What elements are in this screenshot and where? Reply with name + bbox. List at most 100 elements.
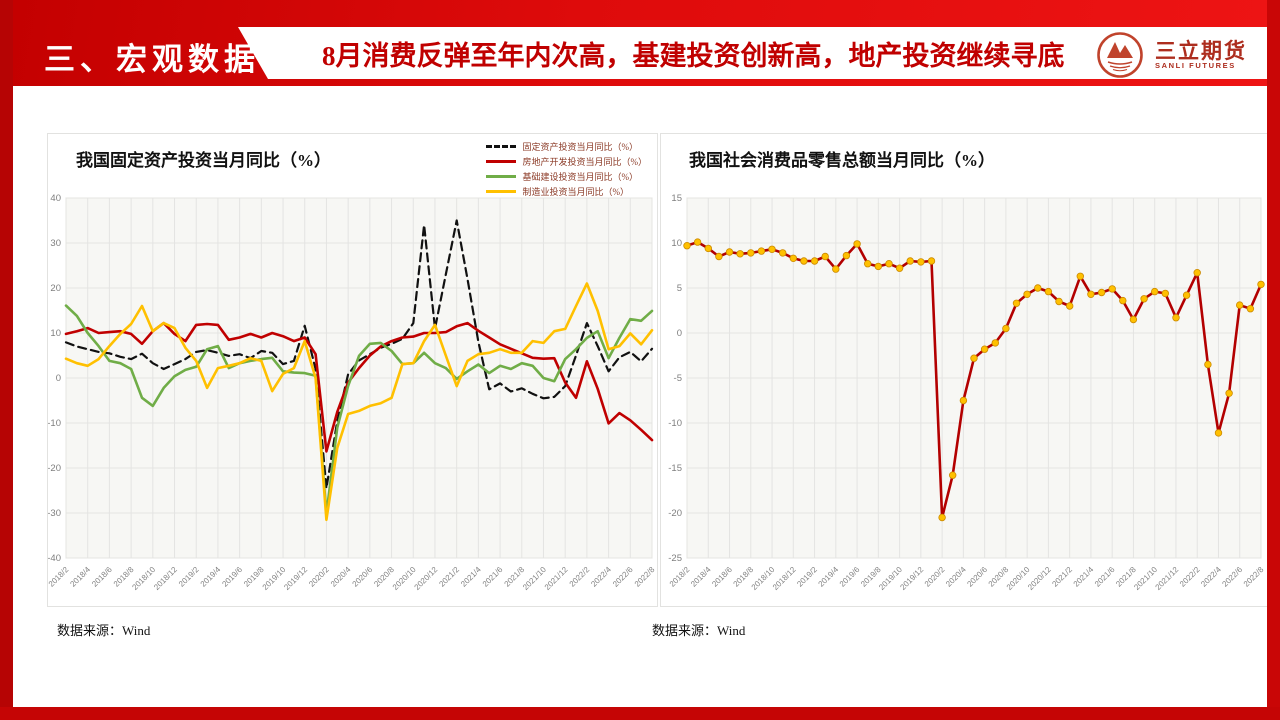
svg-text:2022/2: 2022/2 bbox=[1178, 565, 1202, 589]
svg-text:-10: -10 bbox=[668, 418, 682, 429]
slide-border-left bbox=[0, 0, 13, 720]
svg-text:2022/4: 2022/4 bbox=[1199, 565, 1223, 589]
svg-text:-25: -25 bbox=[668, 553, 682, 564]
x-axis-labels: 2018/22018/42018/62018/82018/102018/1220… bbox=[48, 565, 657, 592]
series-line-3 bbox=[64, 282, 654, 522]
series-markers bbox=[683, 238, 1265, 522]
retail-sales-chart-card: 我国社会消费品零售总额当月同比（%） 15 10 5 0 -5 -10 -15 -20 -25 2… bbox=[660, 133, 1268, 607]
legend-label: 制造业投资当月同比（%） bbox=[522, 186, 630, 197]
svg-text:2020/6: 2020/6 bbox=[351, 565, 375, 589]
retail-sales-chart: 151050-5-10-15-20-252018/22018/42018/620… bbox=[668, 193, 1266, 592]
svg-text:2019/4: 2019/4 bbox=[817, 565, 841, 589]
y-axis-labels: 40 30 20 10 0 -10 -20 -30 -40 bbox=[48, 193, 61, 564]
svg-text:2022/8: 2022/8 bbox=[633, 565, 657, 589]
chart-title-left: 我国固定资产投资当月同比（%） bbox=[76, 151, 331, 170]
svg-text:2018/2: 2018/2 bbox=[668, 565, 692, 589]
svg-text:-20: -20 bbox=[668, 508, 682, 519]
svg-text:2018/4: 2018/4 bbox=[68, 565, 92, 589]
svg-text:0: 0 bbox=[677, 328, 682, 339]
svg-text:10: 10 bbox=[50, 328, 61, 339]
svg-text:2021/6: 2021/6 bbox=[481, 565, 505, 589]
svg-text:2020/2: 2020/2 bbox=[307, 565, 331, 589]
svg-text:2020/6: 2020/6 bbox=[965, 565, 989, 589]
svg-text:30: 30 bbox=[50, 238, 61, 249]
svg-text:2018/6: 2018/6 bbox=[90, 565, 114, 589]
series-line-0 bbox=[64, 219, 654, 490]
svg-text:2019/2: 2019/2 bbox=[795, 565, 819, 589]
svg-text:-10: -10 bbox=[48, 418, 61, 429]
svg-text:2020/4: 2020/4 bbox=[944, 565, 968, 589]
gridlines bbox=[686, 197, 1262, 559]
svg-text:2019/12: 2019/12 bbox=[898, 565, 925, 592]
svg-text:-30: -30 bbox=[48, 508, 61, 519]
slide-border-right bbox=[1267, 0, 1280, 720]
svg-text:-5: -5 bbox=[674, 373, 682, 384]
svg-text:2021/2: 2021/2 bbox=[1050, 565, 1074, 589]
headline: 8月消费反弹至年内次高，基建投资创新高，地产投资继续寻底 bbox=[322, 40, 1065, 71]
logo-name: 三立期货 bbox=[1155, 39, 1247, 64]
svg-text:2018/12: 2018/12 bbox=[771, 565, 798, 592]
svg-text:2021/4: 2021/4 bbox=[1072, 565, 1096, 589]
svg-text:-20: -20 bbox=[48, 463, 61, 474]
svg-text:2022/6: 2022/6 bbox=[611, 565, 635, 589]
x-axis-labels: 2018/22018/42018/62018/82018/102018/1220… bbox=[668, 565, 1266, 592]
legend-label: 固定资产投资当月同比（%） bbox=[522, 141, 639, 152]
svg-text:40: 40 bbox=[50, 193, 61, 204]
top-banner: 三、宏观数据 8月消费反弹至年内次高，基建投资创新高，地产投资继续寻底 三立期货… bbox=[0, 0, 1280, 86]
svg-text:2022/4: 2022/4 bbox=[589, 565, 613, 589]
dashed-line-swatch bbox=[485, 144, 516, 148]
legend-item: 固定资产投资当月同比（%） bbox=[485, 139, 648, 153]
y-axis-labels: 15 10 5 0 -5 -10 -15 -20 -25 bbox=[668, 193, 682, 564]
title-band: 8月消费反弹至年内次高，基建投资创新高，地产投资继续寻底 三立期货 SANLI … bbox=[238, 27, 1267, 79]
logo-name-en: SANLI FUTURES bbox=[1155, 61, 1236, 71]
svg-text:2021/4: 2021/4 bbox=[459, 565, 483, 589]
svg-text:0: 0 bbox=[56, 373, 61, 384]
chart-title-right: 我国社会消费品零售总额当月同比（%） bbox=[689, 151, 995, 170]
svg-text:10: 10 bbox=[671, 238, 682, 249]
legend-item: 制造业投资当月同比（%） bbox=[485, 184, 648, 198]
svg-text:5: 5 bbox=[677, 283, 682, 294]
svg-text:-15: -15 bbox=[668, 463, 682, 474]
svg-text:2020/2: 2020/2 bbox=[923, 565, 947, 589]
yellow-line-swatch bbox=[485, 189, 516, 193]
svg-text:2019/6: 2019/6 bbox=[838, 565, 862, 589]
fixed-asset-investment-chart: 403020100-10-20-30-402018/22018/42018/62… bbox=[48, 193, 657, 592]
legend-item: 基础建设投资当月同比（%） bbox=[485, 169, 648, 183]
svg-text:2022/2: 2022/2 bbox=[568, 565, 592, 589]
svg-text:2018/6: 2018/6 bbox=[710, 565, 734, 589]
legend-label: 基础建设投资当月同比（%） bbox=[522, 171, 639, 182]
svg-text:2019/4: 2019/4 bbox=[199, 565, 223, 589]
svg-text:20: 20 bbox=[50, 283, 61, 294]
svg-text:2020/4: 2020/4 bbox=[329, 565, 353, 589]
svg-text:2019/2: 2019/2 bbox=[177, 565, 201, 589]
data-source-note-left: 数据来源：Wind bbox=[57, 623, 151, 638]
company-logo: 三立期货 SANLI FUTURES bbox=[1094, 29, 1247, 79]
svg-text:15: 15 bbox=[671, 193, 682, 204]
svg-text:2020/12: 2020/12 bbox=[1026, 565, 1053, 592]
svg-text:2021/2: 2021/2 bbox=[437, 565, 461, 589]
chart-legend: 固定资产投资当月同比（%） 房地产开发投资当月同比（%） 基础建设投资当月同比（… bbox=[485, 139, 648, 198]
mountain-logo-icon bbox=[1097, 32, 1143, 78]
data-source-note-right: 数据来源：Wind bbox=[652, 623, 746, 638]
svg-text:-40: -40 bbox=[48, 553, 61, 564]
svg-text:2019/12: 2019/12 bbox=[282, 565, 309, 592]
legend-item: 房地产开发投资当月同比（%） bbox=[485, 154, 648, 168]
svg-text:2021/6: 2021/6 bbox=[1093, 565, 1117, 589]
svg-text:2021/12: 2021/12 bbox=[1154, 565, 1181, 592]
svg-text:2019/6: 2019/6 bbox=[220, 565, 244, 589]
svg-text:2020/12: 2020/12 bbox=[413, 565, 440, 592]
slide-border-bottom bbox=[0, 707, 1280, 720]
svg-text:2022/8: 2022/8 bbox=[1242, 565, 1266, 589]
series-line-2 bbox=[64, 304, 654, 516]
svg-text:2022/6: 2022/6 bbox=[1220, 565, 1244, 589]
svg-text:2018/2: 2018/2 bbox=[48, 565, 71, 589]
red-line-swatch bbox=[485, 159, 516, 163]
svg-text:2018/12: 2018/12 bbox=[152, 565, 179, 592]
svg-text:2018/4: 2018/4 bbox=[689, 565, 713, 589]
fixed-asset-investment-chart-card: 我国固定资产投资当月同比（%） 固定资产投资当月同比（%） 房地产开发投资当月同… bbox=[47, 133, 658, 607]
logo-text: 三立期货 SANLI FUTURES bbox=[1155, 40, 1247, 70]
legend-label: 房地产开发投资当月同比（%） bbox=[522, 156, 648, 167]
green-line-swatch bbox=[485, 174, 516, 178]
svg-text:2021/12: 2021/12 bbox=[543, 565, 570, 592]
